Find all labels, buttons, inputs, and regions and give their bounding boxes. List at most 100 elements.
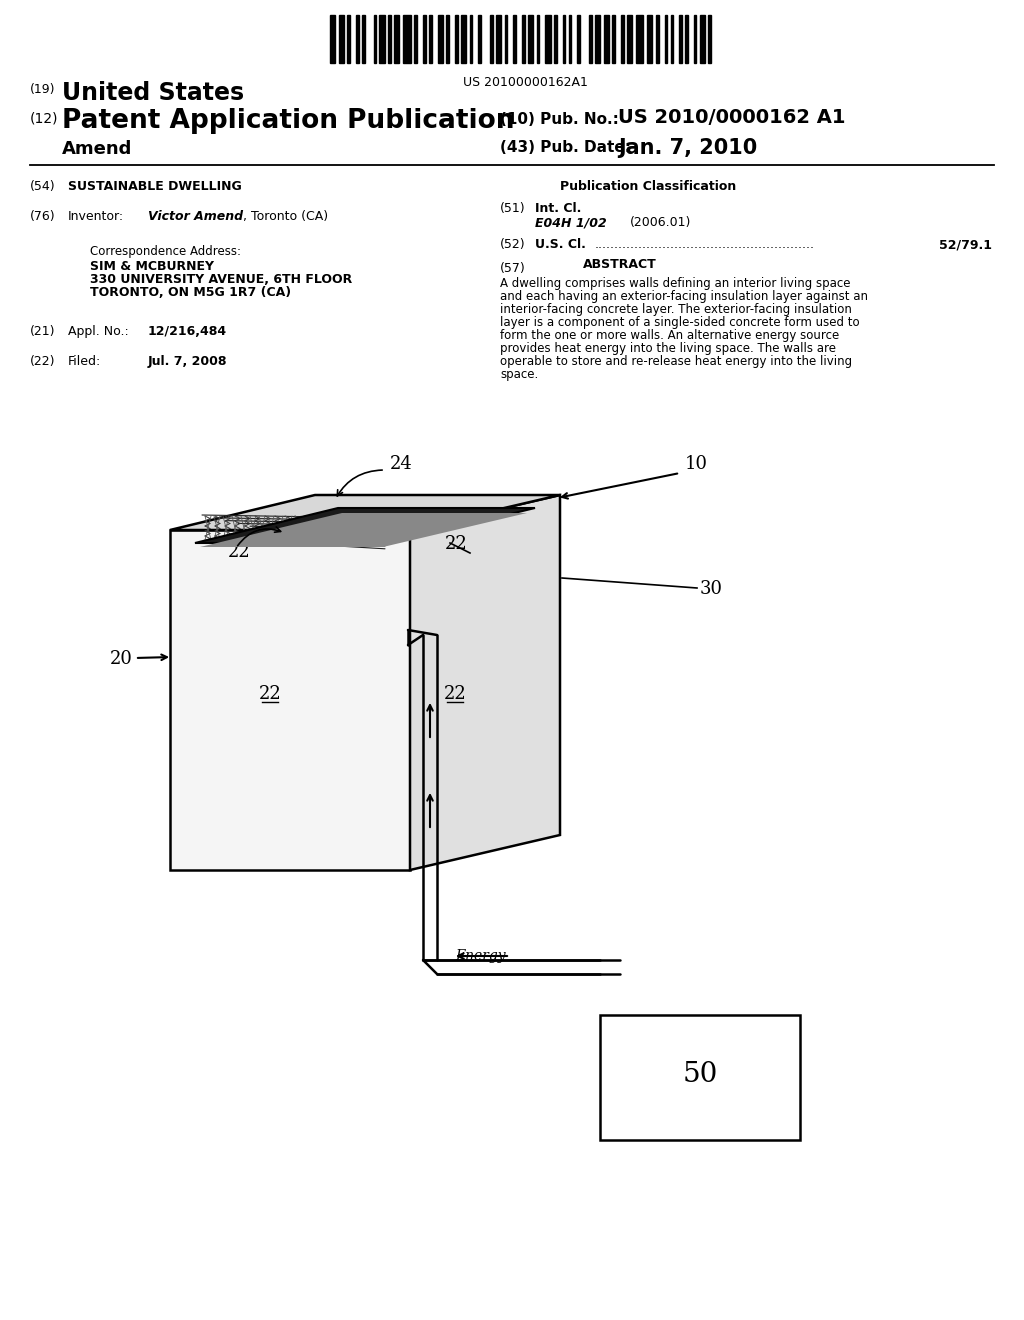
Bar — [595, 15, 600, 63]
Bar — [505, 15, 507, 63]
Text: Publication Classification: Publication Classification — [560, 180, 736, 193]
Text: provides heat energy into the living space. The walls are: provides heat energy into the living spa… — [500, 342, 836, 355]
Text: U.S. Cl.: U.S. Cl. — [535, 238, 586, 251]
Bar — [528, 15, 534, 63]
Bar — [394, 15, 399, 63]
Polygon shape — [410, 495, 560, 870]
Text: Int. Cl.: Int. Cl. — [535, 202, 582, 215]
Text: (10) Pub. No.:: (10) Pub. No.: — [500, 112, 618, 127]
Bar — [490, 15, 493, 63]
Text: Amend: Amend — [62, 140, 132, 158]
Text: (2006.01): (2006.01) — [630, 216, 691, 228]
Polygon shape — [200, 513, 527, 546]
Bar — [339, 15, 344, 63]
Text: , Toronto (CA): , Toronto (CA) — [243, 210, 328, 223]
Bar — [589, 15, 592, 63]
Text: A dwelling comprises walls defining an interior living space: A dwelling comprises walls defining an i… — [500, 277, 851, 290]
Text: (19): (19) — [30, 83, 55, 96]
Bar — [563, 15, 565, 63]
Bar — [513, 15, 516, 63]
Bar — [537, 15, 540, 63]
Bar — [568, 15, 571, 63]
Text: 52/79.1: 52/79.1 — [939, 238, 992, 251]
Bar — [603, 15, 609, 63]
Text: 10: 10 — [685, 455, 708, 473]
Text: TORONTO, ON M5G 1R7 (CA): TORONTO, ON M5G 1R7 (CA) — [90, 286, 291, 300]
Bar — [455, 15, 458, 63]
Text: Energy: Energy — [455, 949, 506, 964]
Bar — [461, 15, 466, 63]
Bar — [402, 15, 411, 63]
Bar — [362, 15, 365, 63]
Text: (51): (51) — [500, 202, 525, 215]
Text: interior-facing concrete layer. The exterior-facing insulation: interior-facing concrete layer. The exte… — [500, 304, 852, 315]
Polygon shape — [195, 508, 535, 543]
Bar — [429, 15, 431, 63]
Text: 22: 22 — [228, 543, 251, 561]
Text: Patent Application Publication: Patent Application Publication — [62, 108, 514, 135]
Bar — [356, 15, 358, 63]
Text: (54): (54) — [30, 180, 55, 193]
Text: United States: United States — [62, 81, 244, 106]
Bar — [478, 15, 481, 63]
Polygon shape — [600, 1015, 800, 1140]
Bar — [709, 15, 711, 63]
Text: operable to store and re-release heat energy into the living: operable to store and re-release heat en… — [500, 355, 852, 368]
Text: layer is a component of a single-sided concrete form used to: layer is a component of a single-sided c… — [500, 315, 859, 329]
Text: (76): (76) — [30, 210, 55, 223]
Bar — [522, 15, 524, 63]
Text: SIM & MCBURNEY: SIM & MCBURNEY — [90, 260, 214, 273]
Text: ABSTRACT: ABSTRACT — [583, 257, 656, 271]
Text: (21): (21) — [30, 325, 55, 338]
Text: US 2010/0000162 A1: US 2010/0000162 A1 — [618, 108, 846, 127]
Bar — [330, 15, 335, 63]
Bar — [415, 15, 417, 63]
Bar — [656, 15, 658, 63]
Bar — [627, 15, 632, 63]
Text: Correspondence Address:: Correspondence Address: — [90, 246, 241, 257]
Text: space.: space. — [500, 368, 539, 381]
Bar — [546, 15, 551, 63]
Text: (22): (22) — [30, 355, 55, 368]
Bar — [347, 15, 350, 63]
Bar — [423, 15, 426, 63]
Text: Jan. 7, 2010: Jan. 7, 2010 — [618, 139, 758, 158]
Text: 30: 30 — [700, 579, 723, 598]
Bar — [694, 15, 696, 63]
Bar — [374, 15, 376, 63]
Bar — [554, 15, 557, 63]
Text: 330 UNIVERSITY AVENUE, 6TH FLOOR: 330 UNIVERSITY AVENUE, 6TH FLOOR — [90, 273, 352, 286]
Bar — [647, 15, 652, 63]
Text: (57): (57) — [500, 261, 525, 275]
Bar — [388, 15, 391, 63]
Text: Appl. No.:: Appl. No.: — [68, 325, 129, 338]
Text: and each having an exterior-facing insulation layer against an: and each having an exterior-facing insul… — [500, 290, 868, 304]
Text: form the one or more walls. An alternative energy source: form the one or more walls. An alternati… — [500, 329, 840, 342]
Text: Victor Amend: Victor Amend — [148, 210, 243, 223]
Bar — [621, 15, 624, 63]
Text: E04H 1/02: E04H 1/02 — [535, 216, 607, 228]
Text: Filed:: Filed: — [68, 355, 101, 368]
Text: .......................................................: ........................................… — [595, 238, 815, 251]
Bar — [679, 15, 682, 63]
Text: (43) Pub. Date:: (43) Pub. Date: — [500, 140, 631, 154]
Text: 12/216,484: 12/216,484 — [148, 325, 227, 338]
Bar — [612, 15, 615, 63]
Bar — [671, 15, 673, 63]
Text: 22: 22 — [443, 685, 466, 704]
Bar — [437, 15, 443, 63]
Bar — [470, 15, 472, 63]
Bar — [665, 15, 668, 63]
Bar — [699, 15, 705, 63]
Bar — [636, 15, 643, 63]
Bar — [685, 15, 688, 63]
Bar — [578, 15, 580, 63]
Text: US 20100000162A1: US 20100000162A1 — [463, 77, 588, 88]
Text: Inventor:: Inventor: — [68, 210, 124, 223]
Bar — [446, 15, 450, 63]
Text: (12): (12) — [30, 112, 58, 125]
Text: 20: 20 — [111, 649, 133, 668]
Bar — [496, 15, 501, 63]
Text: 22: 22 — [445, 535, 468, 553]
Text: 24: 24 — [390, 455, 413, 473]
